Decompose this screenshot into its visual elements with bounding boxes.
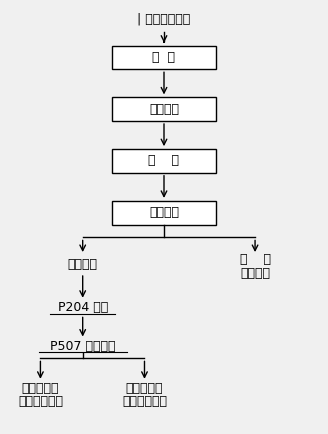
- Text: 液固分离: 液固分离: [149, 206, 179, 219]
- FancyBboxPatch shape: [112, 201, 216, 224]
- Text: 铁    渣: 铁 渣: [239, 253, 271, 266]
- FancyBboxPatch shape: [112, 46, 216, 69]
- Text: 除    铁: 除 铁: [149, 155, 179, 168]
- Text: 浆  化: 浆 化: [153, 51, 175, 64]
- Text: （付镍系统）: （付镍系统）: [18, 395, 63, 408]
- Text: 酸溶浸出: 酸溶浸出: [149, 103, 179, 116]
- FancyBboxPatch shape: [112, 97, 216, 121]
- Text: P507 镍钴分离: P507 镍钴分离: [50, 340, 115, 353]
- Text: 硫酸镍溶液: 硫酸镍溶液: [22, 382, 59, 395]
- Text: （付钴系统）: （付钴系统）: [122, 395, 167, 408]
- Text: （外付）: （外付）: [240, 267, 270, 280]
- Text: 硫酸钴溶液: 硫酸钴溶液: [126, 382, 163, 395]
- Text: | 氢氧化镍原料: | 氢氧化镍原料: [137, 12, 191, 25]
- Text: 除铁后液: 除铁后液: [68, 258, 98, 271]
- FancyBboxPatch shape: [112, 149, 216, 173]
- Text: P204 除杂: P204 除杂: [58, 301, 108, 314]
